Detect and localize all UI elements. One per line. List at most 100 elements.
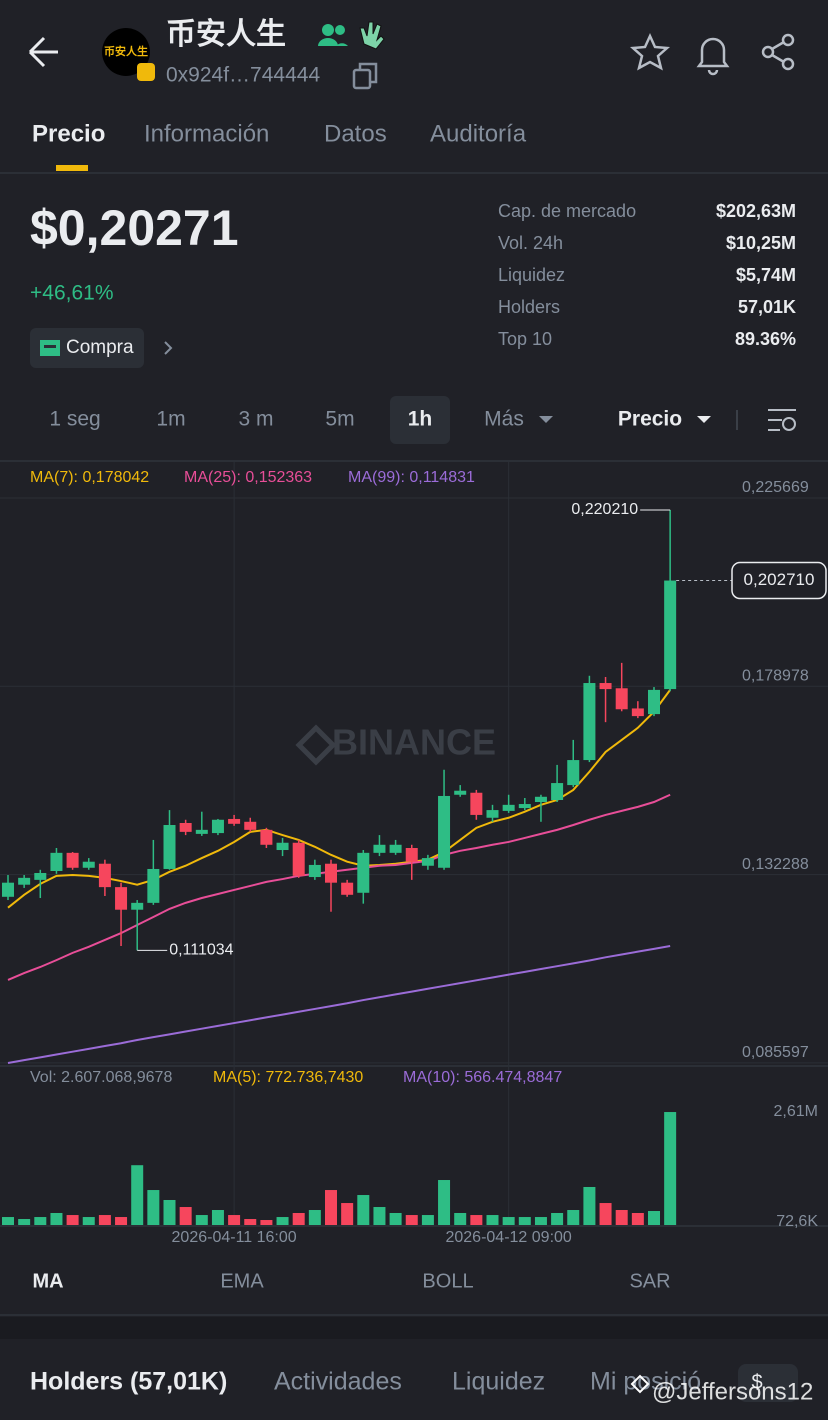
- volume-bar: [131, 1165, 144, 1225]
- chart-settings[interactable]: [768, 409, 796, 431]
- chart-watermark: BINANCE: [332, 722, 496, 763]
- interval[interactable]: 1m: [156, 408, 185, 431]
- y-tick-label: 0,132288: [742, 856, 809, 873]
- candle-body: [82, 861, 95, 868]
- candle-body: [421, 858, 434, 866]
- candle-body: [341, 882, 354, 895]
- stat-value: $10,25M: [726, 233, 796, 253]
- favorite-button[interactable]: [629, 32, 671, 71]
- volume-bar: [244, 1219, 257, 1225]
- candle-body: [179, 822, 192, 832]
- moving-average-line: [7, 945, 671, 1064]
- candle-body: [583, 683, 596, 761]
- candle-body: [615, 688, 628, 710]
- interval[interactable]: 1 seg: [49, 408, 100, 431]
- volume-tick-label: 2,61M: [774, 1103, 818, 1120]
- candle-body: [567, 760, 580, 786]
- back-button[interactable]: [28, 36, 58, 68]
- volume-bar: [470, 1215, 483, 1225]
- bottom-tab[interactable]: Actividades: [274, 1368, 402, 1396]
- candle-body: [18, 877, 31, 885]
- stat-label: Liquidez: [498, 265, 565, 285]
- avatar: [102, 28, 150, 76]
- bottom-tab[interactable]: Holders (57,01K): [30, 1368, 227, 1396]
- price-change: +46,61%: [30, 282, 114, 305]
- candle-body: [292, 842, 305, 876]
- volume-bar: [615, 1210, 628, 1225]
- user-watermark-logo: [630, 1374, 650, 1394]
- interval-selected-bg: [390, 396, 450, 444]
- user-watermark: @Jeffersons12: [652, 1378, 813, 1405]
- last-price-label: 0,202710: [744, 570, 815, 589]
- volume-bar: [66, 1215, 79, 1225]
- volume-bar: [211, 1210, 224, 1225]
- candle-body: [389, 844, 402, 853]
- volume-bar: [599, 1203, 612, 1225]
- buy-label: Compra: [66, 337, 134, 358]
- hand-icon: [359, 21, 385, 50]
- moving-average-line: [7, 793, 671, 981]
- stat-label: Cap. de mercado: [498, 201, 636, 221]
- tab[interactable]: Precio: [32, 120, 105, 147]
- avatar-text: 币安人生: [104, 44, 148, 58]
- annotation-label: 0,220210: [571, 501, 638, 518]
- stat-value: $5,74M: [736, 265, 796, 285]
- tab[interactable]: Datos: [324, 120, 387, 147]
- annotation-label: 0,111034: [169, 942, 233, 959]
- volume-legend: MA(5): 772.736,7430: [213, 1069, 363, 1086]
- caret: [539, 416, 553, 423]
- volume-legend: Vol: 2.607.068,9678: [30, 1069, 172, 1086]
- candle-body: [115, 887, 128, 910]
- y-tick-label: 0,085597: [742, 1044, 809, 1061]
- indicator-tab[interactable]: BOLL: [422, 1270, 473, 1292]
- buy-button[interactable]: [30, 328, 144, 368]
- indicator-legend: MA(99): 0,114831: [348, 469, 475, 486]
- copy-button[interactable]: [352, 62, 378, 90]
- volume-bar: [583, 1186, 596, 1225]
- price-selector[interactable]: Precio: [618, 408, 682, 431]
- interval[interactable]: 1h: [408, 408, 433, 431]
- candle-body: [518, 804, 531, 809]
- watermark-logo: [295, 724, 337, 766]
- volume-bar: [357, 1195, 370, 1225]
- address: 0x924f…744444: [166, 64, 320, 87]
- stat-label: Vol. 24h: [498, 233, 563, 253]
- volume-bar: [18, 1219, 31, 1225]
- alert-button[interactable]: [696, 37, 730, 76]
- candle-body: [534, 796, 547, 803]
- currency-toggle[interactable]: [738, 1364, 798, 1402]
- share-button[interactable]: [761, 33, 795, 71]
- candle-body: [357, 852, 370, 893]
- interval[interactable]: Más: [484, 408, 524, 431]
- candle-body: [50, 852, 63, 871]
- candle-body: [599, 683, 612, 690]
- stat-value: 57,01K: [738, 297, 796, 317]
- indicator-tab[interactable]: EMA: [220, 1270, 264, 1292]
- volume-bar: [308, 1210, 321, 1225]
- candle-body: [34, 873, 47, 880]
- volume-bar: [292, 1212, 305, 1225]
- tab-indicator: [56, 165, 88, 171]
- volume-bar: [486, 1215, 499, 1225]
- indicator-tab[interactable]: MA: [32, 1270, 63, 1292]
- last-price-box: [731, 561, 827, 600]
- bottom-tab[interactable]: Liquidez: [452, 1368, 545, 1396]
- candle-body: [470, 792, 483, 815]
- candle-body: [664, 580, 677, 690]
- candle-body: [454, 790, 467, 795]
- candle-body: [147, 868, 160, 903]
- candle-body: [325, 863, 337, 883]
- community-icon: [318, 24, 348, 46]
- candle-body: [551, 783, 564, 801]
- candle-body: [276, 842, 289, 851]
- candle-body: [2, 882, 14, 897]
- interval[interactable]: 5m: [325, 408, 354, 431]
- section-gap: [0, 1317, 828, 1339]
- interval[interactable]: 3 m: [238, 408, 273, 431]
- indicator-tab[interactable]: SAR: [629, 1270, 670, 1292]
- tab[interactable]: Auditoría: [430, 120, 527, 147]
- x-tick-label: 2026-04-12 09:00: [445, 1229, 571, 1246]
- volume-bar: [50, 1212, 63, 1225]
- tab[interactable]: Información: [144, 120, 269, 147]
